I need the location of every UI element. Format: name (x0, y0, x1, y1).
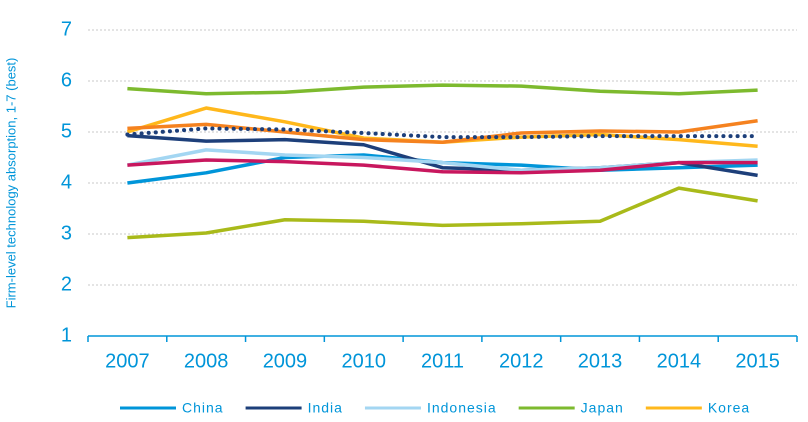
y-tick-label: 5 (61, 120, 72, 142)
y-axis-label: Firm-level technology absorption, 1-7 (b… (3, 58, 18, 309)
x-tick-label: 2007 (105, 350, 150, 372)
y-tick-label: 3 (61, 222, 72, 244)
unnamed-series-line (127, 186, 758, 240)
y-tick-label: 7 (61, 18, 72, 40)
unnamed-series-line (125, 126, 760, 140)
x-tick-label: 2009 (263, 350, 308, 372)
x-tick-label: 2008 (184, 350, 229, 372)
series-line (127, 83, 758, 96)
y-tick-label: 6 (61, 69, 72, 91)
x-tick-label: 2013 (578, 350, 623, 372)
legend-label: Korea (708, 400, 750, 416)
y-tick-label: 2 (61, 273, 72, 295)
unnamed-series-line (127, 158, 758, 175)
x-tick-label: 2010 (341, 350, 386, 372)
x-tick-label: 2012 (499, 350, 544, 372)
x-tick-label: 2014 (657, 350, 702, 372)
x-tick-label: 2011 (421, 350, 464, 372)
legend-label: India (308, 400, 343, 416)
legend-label: Indonesia (427, 400, 497, 416)
legend-label: China (182, 400, 224, 416)
y-tick-label: 1 (61, 324, 72, 346)
y-tick-label: 4 (61, 171, 72, 193)
unnamed-series-line (127, 119, 758, 144)
legend-label: Japan (581, 400, 624, 416)
x-tick-label: 2015 (735, 350, 780, 372)
